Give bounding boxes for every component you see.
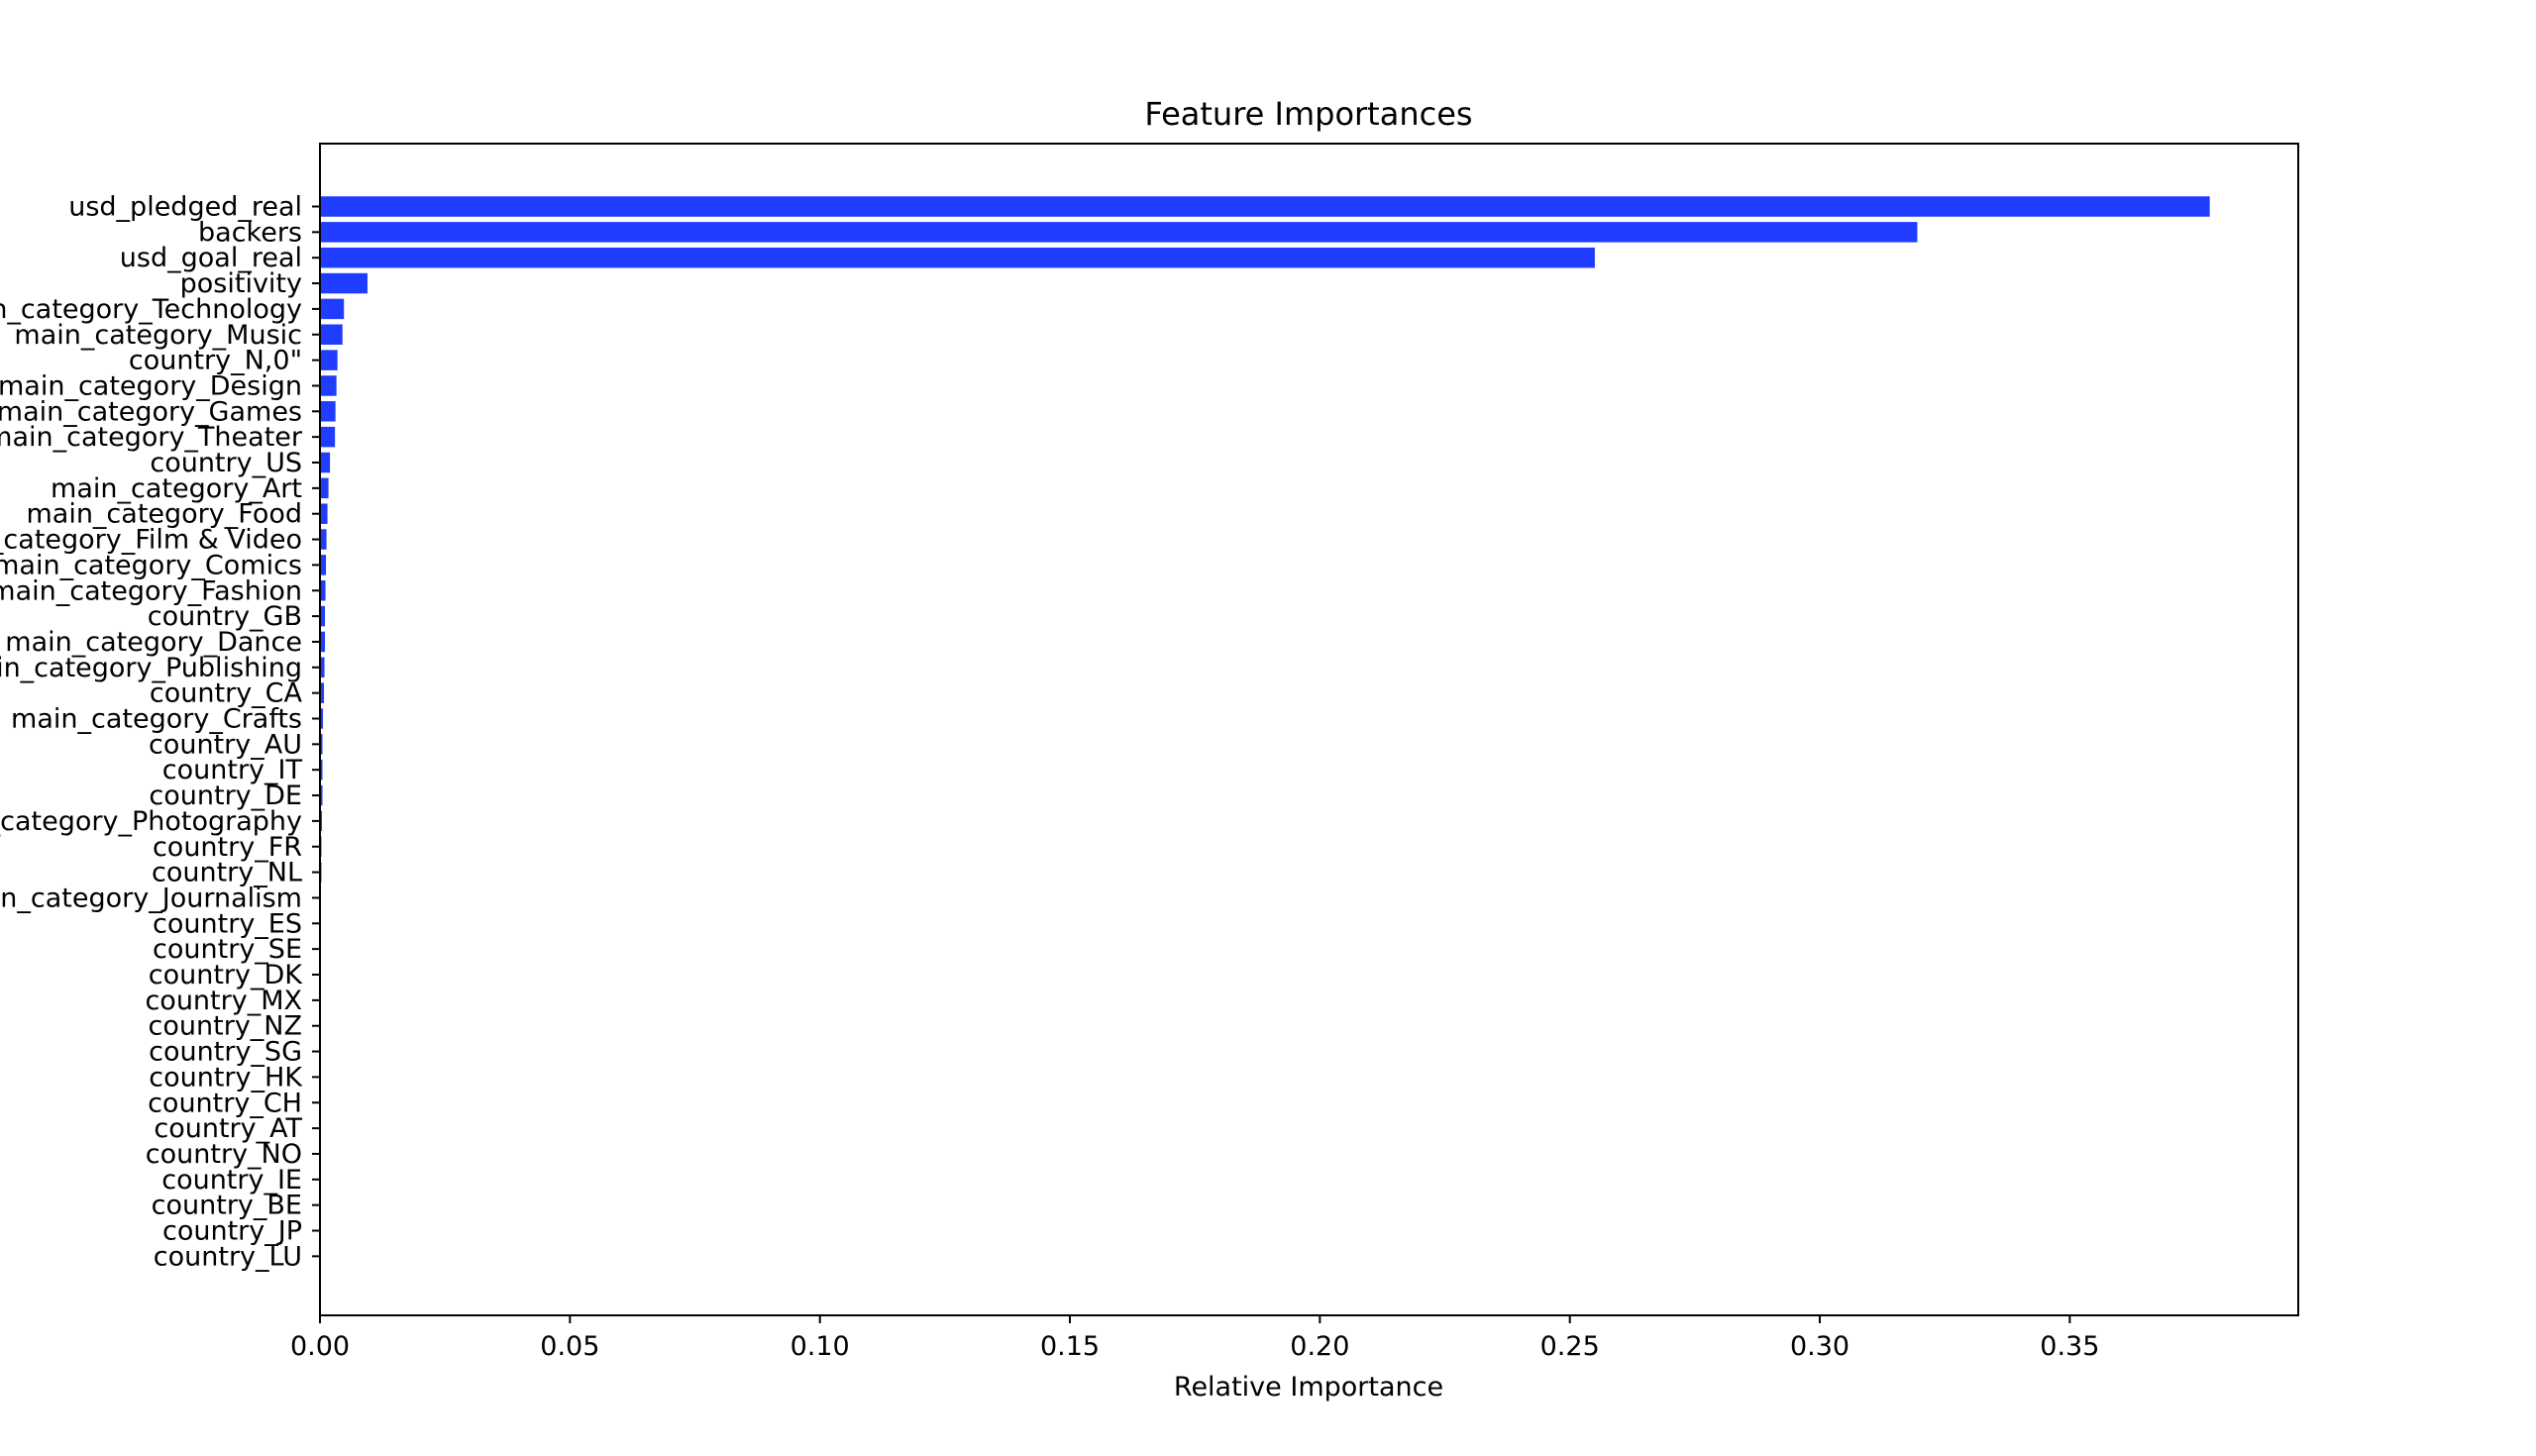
x-tick-label: 0.00 [290, 1331, 350, 1362]
bar-main-category-food [320, 503, 328, 524]
y-tick-label: main_category_Games [0, 396, 302, 427]
y-tick-label: main_category_Dance [5, 627, 302, 658]
y-tick-label: country_AU [149, 729, 302, 760]
bar-country-au [320, 734, 323, 755]
bar-main-category-theater [320, 426, 336, 448]
bar-country-de [320, 784, 323, 806]
plot-frame [319, 143, 2299, 1316]
bar-country-gb [320, 605, 326, 627]
bar-country-n-0 [320, 350, 338, 370]
x-tick-label: 0.25 [1540, 1331, 1600, 1362]
y-tick-label: main_category_Music [14, 320, 302, 351]
y-tick-label: positivity [180, 268, 302, 299]
bar-usd-pledged-real [320, 196, 2210, 217]
bar-country-ca [320, 682, 325, 703]
y-tick-label: main_category_Fashion [0, 575, 302, 606]
bar-main-category-fashion [320, 580, 326, 601]
y-tick-label: country_LU [154, 1241, 302, 1272]
y-tick-label: country_N,0" [129, 346, 302, 376]
x-tick-label: 0.15 [1040, 1331, 1100, 1362]
y-tick-label: country_FR [153, 832, 302, 863]
bar-main-category-games [320, 401, 336, 422]
bar-country-it [320, 759, 323, 780]
y-tick-label: main_category_Film & Video [0, 525, 302, 556]
x-axis-label: Relative Importance [1174, 1372, 1443, 1403]
y-tick-label: main_category_Art [51, 473, 302, 504]
bar-positivity [320, 272, 368, 294]
y-tick-label: main_category_Theater [0, 422, 303, 453]
bar-main-category-dance [320, 631, 326, 653]
y-tick-label: country_MX [145, 986, 302, 1016]
y-tick-label: main_category_Journalism [0, 883, 302, 913]
bars-group [320, 196, 2210, 1267]
x-axis-ticks: 0.00 0.05 0.10 0.15 0.20 0.25 0.30 0.35 [290, 1315, 2099, 1362]
y-tick-label: country_NL [152, 858, 302, 888]
y-tick-label: main_category_Photography [0, 806, 302, 837]
y-tick-label: country_SG [149, 1037, 302, 1068]
y-tick-label: country_ES [153, 908, 302, 939]
y-tick-label: main_category_Food [26, 499, 302, 530]
y-tick-label: main_category_Crafts [11, 704, 302, 735]
bar-country-us [320, 452, 331, 473]
y-tick-label: country_CA [150, 678, 303, 709]
y-tick-label: country_AT [154, 1113, 302, 1144]
y-tick-label: country_SE [153, 934, 302, 965]
y-tick-label: main_category_Design [0, 370, 302, 401]
x-tick-label: 0.20 [1290, 1331, 1349, 1362]
bar-main-category-design [320, 375, 337, 396]
bar-main-category-publishing [320, 657, 325, 678]
x-tick-label: 0.30 [1790, 1331, 1849, 1362]
y-tick-label: country_JP [162, 1216, 302, 1247]
y-tick-label: country_NO [146, 1139, 302, 1170]
y-tick-label: usd_pledged_real [68, 192, 302, 223]
y-tick-label: country_US [150, 448, 302, 478]
y-tick-labels: usd_pledged_realbackersusd_goal_realposi… [0, 192, 320, 1272]
bar-main-category-technology [320, 298, 345, 320]
bar-main-category-comics [320, 555, 327, 575]
y-tick-label: country_BE [152, 1191, 302, 1221]
chart-title: Feature Importances [1144, 95, 1472, 133]
y-tick-label: main_category_Comics [0, 550, 302, 580]
y-tick-label: main_category_Publishing [0, 653, 302, 683]
y-tick-label: country_IT [162, 755, 303, 785]
x-tick-label: 0.35 [2040, 1331, 2099, 1362]
y-tick-label: country_HK [149, 1062, 303, 1092]
y-tick-label: country_NZ [149, 1011, 302, 1042]
bar-main-category-crafts [320, 708, 324, 729]
x-tick-label: 0.10 [791, 1331, 850, 1362]
bar-main-category-film-video [320, 529, 327, 550]
bar-usd-goal-real [320, 247, 1595, 268]
bar-backers [320, 222, 1918, 243]
y-tick-label: country_DK [149, 960, 304, 990]
y-tick-label: country_CH [148, 1088, 302, 1118]
x-tick-label: 0.05 [540, 1331, 599, 1362]
bar-main-category-art [320, 477, 329, 499]
bar-main-category-music [320, 324, 343, 345]
y-tick-label: country_DE [149, 780, 302, 811]
y-tick-label: country_GB [148, 601, 302, 632]
y-tick-label: main_category_Technology [0, 294, 302, 325]
bar-main-category-photography [320, 810, 323, 832]
y-tick-label: usd_goal_real [120, 243, 302, 273]
y-tick-label: backers [198, 217, 302, 248]
y-tick-label: country_IE [161, 1165, 302, 1196]
